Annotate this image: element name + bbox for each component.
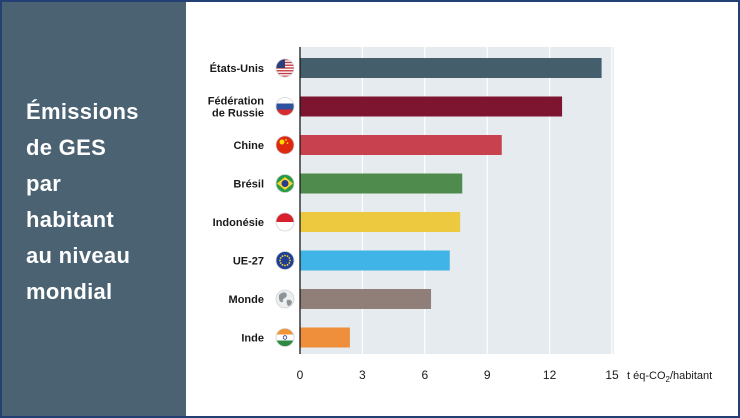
- x-tick-label: 0: [297, 368, 304, 382]
- x-tick-label: 9: [484, 368, 491, 382]
- title-panel: Émissions de GES par habitant au niveau mondi…: [2, 2, 186, 416]
- x-tick-label: 6: [421, 368, 428, 382]
- panel-title-line: habitant: [26, 207, 114, 232]
- x-tick-label: 12: [543, 368, 557, 382]
- category-label: Brésil: [233, 179, 264, 191]
- panel-title-line: de GES: [26, 135, 107, 160]
- russia-flag-icon: [275, 97, 295, 116]
- x-tick-label: 15: [605, 368, 619, 382]
- category-label: UE-27: [233, 256, 264, 268]
- india-flag-icon: [275, 328, 295, 347]
- bar: [300, 212, 461, 232]
- bar: [300, 250, 450, 271]
- us-flag-icon: [275, 58, 295, 78]
- category-label: Chine: [233, 140, 264, 152]
- bar: [300, 58, 602, 78]
- china-flag-icon: [275, 135, 295, 155]
- panel-title-line: au niveau: [26, 243, 131, 268]
- bar: [300, 173, 463, 194]
- bar: [300, 289, 432, 309]
- indonesia-flag-icon: [275, 212, 295, 232]
- x-tick-label: 3: [359, 368, 366, 382]
- brazil-flag-icon: [275, 174, 295, 193]
- globe-icon: [275, 289, 295, 309]
- category-label: Indonésie: [213, 217, 264, 229]
- category-label: Monde: [229, 294, 264, 306]
- category-label: Inde: [241, 333, 264, 345]
- eu-flag-icon: [275, 251, 295, 270]
- panel-title-line: Émissions: [26, 99, 139, 124]
- category-label: Fédération de Russie: [208, 96, 265, 120]
- category-label: États-Unis: [210, 62, 264, 75]
- bar: [300, 327, 350, 348]
- panel-title: Émissions de GES par habitant au niveau mondi…: [26, 94, 176, 310]
- x-axis-unit-label: t éq-CO2/habitant: [627, 370, 712, 384]
- bar: [300, 96, 563, 117]
- bar: [300, 135, 502, 155]
- panel-title-line: par: [26, 171, 62, 196]
- panel-title-line: mondial: [26, 279, 113, 304]
